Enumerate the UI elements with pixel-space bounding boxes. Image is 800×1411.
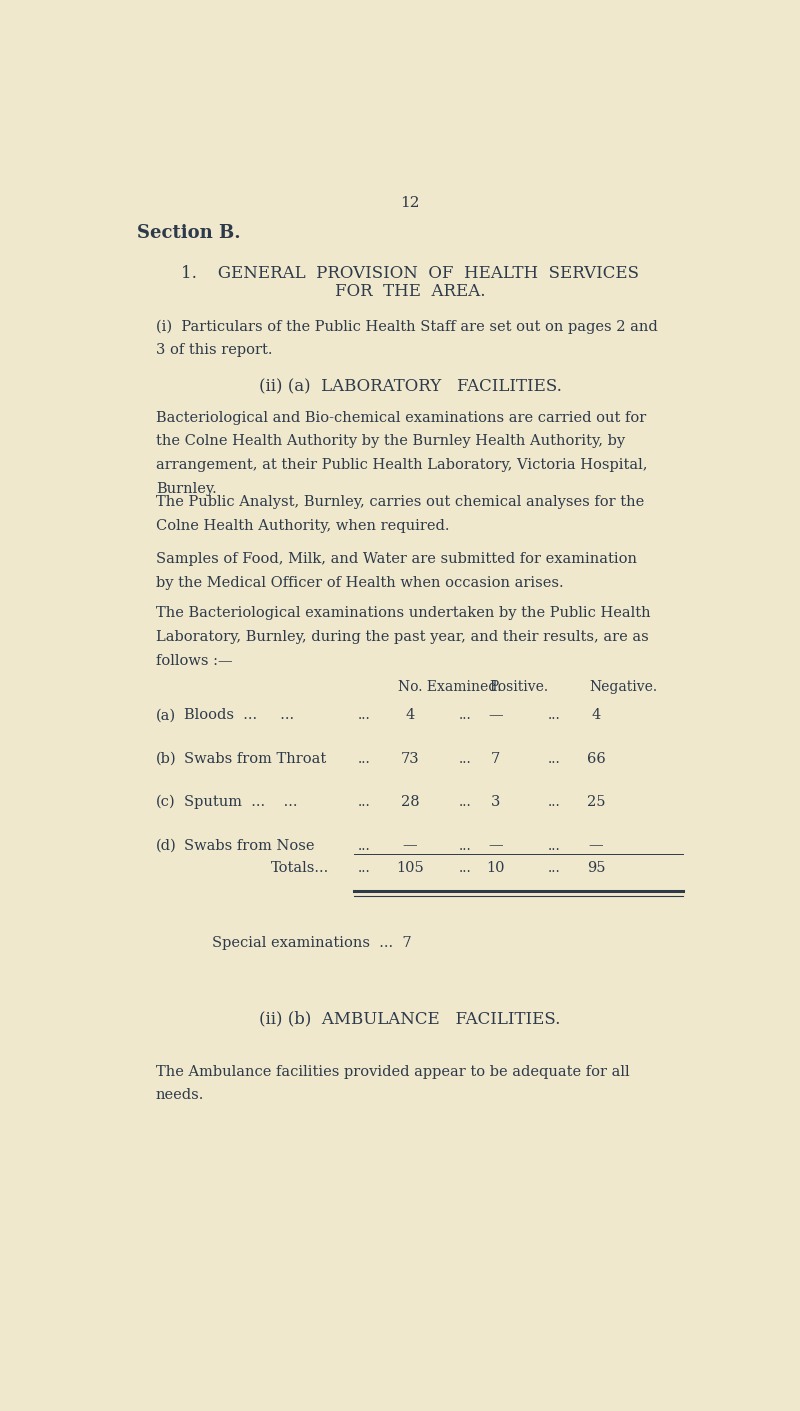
Text: —: —: [402, 838, 418, 852]
Text: (d): (d): [156, 838, 177, 852]
Text: Bacteriological and Bio-chemical examinations are carried out for: Bacteriological and Bio-chemical examina…: [156, 411, 646, 425]
Text: Samples of Food, Milk, and Water are submitted for examination: Samples of Food, Milk, and Water are sub…: [156, 552, 637, 566]
Text: (c): (c): [156, 796, 175, 809]
Text: Sputum  ...    ...: Sputum ... ...: [184, 796, 298, 809]
Text: The Public Analyst, Burnley, carries out chemical analyses for the: The Public Analyst, Burnley, carries out…: [156, 495, 644, 509]
Text: ...: ...: [358, 752, 370, 766]
Text: 25: 25: [586, 796, 606, 809]
Text: 28: 28: [401, 796, 419, 809]
Text: ...: ...: [548, 796, 560, 809]
Text: —: —: [488, 708, 503, 722]
Text: ...: ...: [458, 861, 471, 875]
Text: 73: 73: [401, 752, 419, 766]
Text: ...: ...: [548, 708, 560, 722]
Text: 10: 10: [486, 861, 505, 875]
Text: ...: ...: [548, 838, 560, 852]
Text: ...: ...: [358, 838, 370, 852]
Text: The Ambulance facilities provided appear to be adequate for all: The Ambulance facilities provided appear…: [156, 1064, 630, 1078]
Text: ...: ...: [358, 796, 370, 809]
Text: ...: ...: [548, 752, 560, 766]
Text: 66: 66: [586, 752, 606, 766]
Text: No. Examined.: No. Examined.: [398, 680, 501, 694]
Text: 95: 95: [586, 861, 606, 875]
Text: Swabs from Nose: Swabs from Nose: [184, 838, 314, 852]
Text: the Colne Health Authority by the Burnley Health Authority, by: the Colne Health Authority by the Burnle…: [156, 435, 625, 449]
Text: 7: 7: [491, 752, 500, 766]
Text: Bloods  ...     ...: Bloods ... ...: [184, 708, 294, 722]
Text: 4: 4: [591, 708, 601, 722]
Text: 105: 105: [396, 861, 424, 875]
Text: (i)  Particulars of the Public Health Staff are set out on pages 2 and: (i) Particulars of the Public Health Sta…: [156, 319, 658, 333]
Text: FOR  THE  AREA.: FOR THE AREA.: [334, 284, 486, 301]
Text: 12: 12: [400, 196, 420, 210]
Text: 4: 4: [406, 708, 414, 722]
Text: arrangement, at their Public Health Laboratory, Victoria Hospital,: arrangement, at their Public Health Labo…: [156, 459, 647, 473]
Text: ...: ...: [548, 861, 560, 875]
Text: needs.: needs.: [156, 1088, 204, 1102]
Text: Totals...: Totals...: [270, 861, 329, 875]
Text: —: —: [589, 838, 603, 852]
Text: Colne Health Authority, when required.: Colne Health Authority, when required.: [156, 519, 450, 533]
Text: (ii) (a)  LABORATORY   FACILITIES.: (ii) (a) LABORATORY FACILITIES.: [258, 378, 562, 395]
Text: —: —: [488, 838, 503, 852]
Text: (b): (b): [156, 752, 177, 766]
Text: ...: ...: [458, 752, 471, 766]
Text: Swabs from Throat: Swabs from Throat: [184, 752, 326, 766]
Text: ...: ...: [358, 708, 370, 722]
Text: Burnley.: Burnley.: [156, 483, 217, 497]
Text: (ii) (b)  AMBULANCE   FACILITIES.: (ii) (b) AMBULANCE FACILITIES.: [259, 1010, 561, 1027]
Text: Section B.: Section B.: [138, 223, 241, 241]
Text: ...: ...: [358, 861, 370, 875]
Text: follows :—: follows :—: [156, 653, 233, 667]
Text: ...: ...: [458, 708, 471, 722]
Text: by the Medical Officer of Health when occasion arises.: by the Medical Officer of Health when oc…: [156, 576, 563, 590]
Text: ...: ...: [458, 796, 471, 809]
Text: ...: ...: [458, 838, 471, 852]
Text: 1.    GENERAL  PROVISION  OF  HEALTH  SERVICES: 1. GENERAL PROVISION OF HEALTH SERVICES: [181, 265, 639, 282]
Text: Negative.: Negative.: [590, 680, 658, 694]
Text: Positive.: Positive.: [490, 680, 549, 694]
Text: Laboratory, Burnley, during the past year, and their results, are as: Laboratory, Burnley, during the past yea…: [156, 629, 649, 643]
Text: 3 of this report.: 3 of this report.: [156, 343, 272, 357]
Text: The Bacteriological examinations undertaken by the Public Health: The Bacteriological examinations underta…: [156, 607, 650, 619]
Text: 3: 3: [491, 796, 500, 809]
Text: Special examinations  ...  7: Special examinations ... 7: [211, 937, 411, 951]
Text: (a): (a): [156, 708, 176, 722]
